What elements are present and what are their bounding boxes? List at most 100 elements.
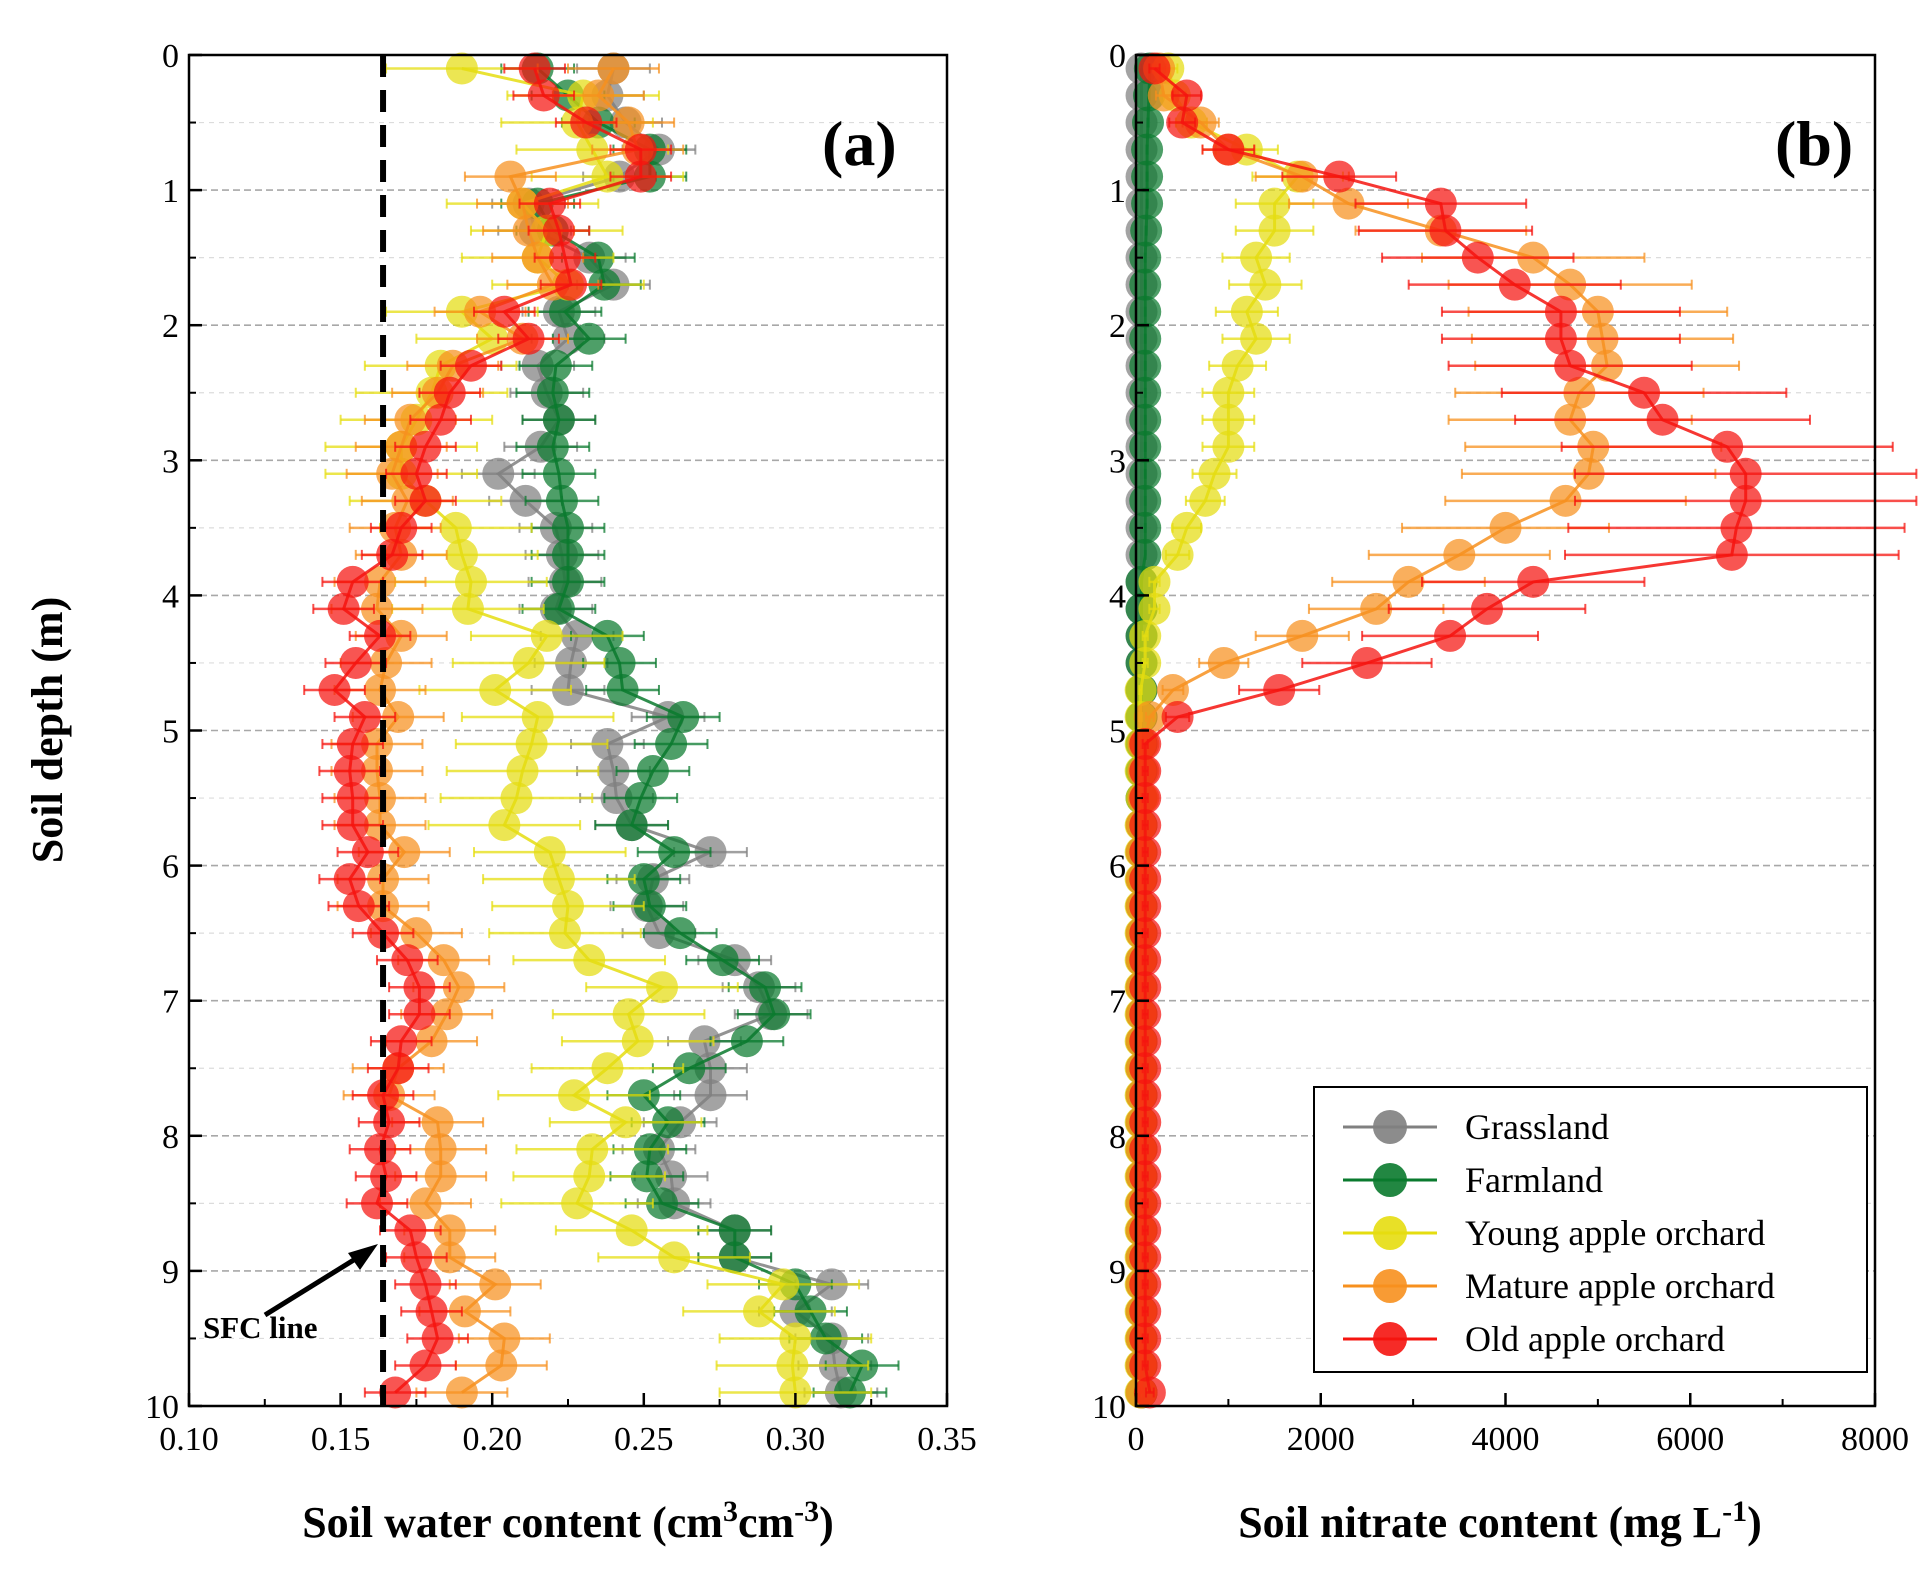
data-point: [673, 1052, 706, 1085]
panel-b-gridlines: [1136, 121, 1875, 1340]
data-point: [539, 349, 572, 382]
panel-a-y-axis: 0 1 2 3 4 5 6 7 8 9 10: [145, 38, 202, 1426]
data-point: [485, 1349, 518, 1382]
data-point: [1240, 322, 1273, 355]
data-point: [482, 457, 515, 490]
data-point: [667, 700, 700, 733]
data-point: [364, 619, 397, 652]
legend: Grassland Farmland Young apple orchard Matu…: [1313, 1086, 1868, 1373]
data-point: [454, 565, 487, 598]
x-tick-label: 2000: [1287, 1421, 1355, 1458]
data-point: [1424, 187, 1457, 220]
data-point: [767, 1268, 800, 1301]
data-point: [1628, 376, 1661, 409]
data-point: [1131, 160, 1164, 193]
data-point: [424, 1133, 457, 1166]
data-point: [542, 403, 575, 436]
y-tick-label: 5: [162, 714, 179, 751]
data-point: [658, 836, 691, 869]
panel-a-x-axis-title: Soil water content (cm3cm-3): [302, 1495, 834, 1547]
data-point: [318, 673, 351, 706]
data-point: [1189, 484, 1222, 517]
data-point: [342, 890, 375, 923]
data-point: [327, 592, 360, 625]
legend-marker: [1373, 1110, 1407, 1144]
data-point: [645, 971, 678, 1004]
data-point: [1729, 457, 1762, 490]
data-point: [645, 1187, 678, 1220]
data-point: [542, 863, 575, 896]
legend-label: Grassland: [1465, 1107, 1609, 1147]
data-point: [1124, 673, 1157, 706]
data-point: [400, 917, 433, 950]
data-point: [1544, 322, 1577, 355]
data-point: [339, 646, 372, 679]
data-point: [706, 944, 739, 977]
data-point: [548, 295, 581, 328]
y-tick-label: 3: [162, 443, 179, 480]
data-point: [364, 1133, 397, 1166]
panel-a-series-layer: [303, 52, 900, 1409]
panel-a-soil-water: SFC line 0.10 0.15 0.20 0.25 0.30 0.35 0 1 2 3 4 5…: [23, 38, 977, 1547]
data-point: [403, 998, 436, 1031]
data-point: [606, 673, 639, 706]
data-point: [1129, 646, 1162, 679]
y-tick-label: 2: [162, 308, 179, 345]
data-point: [633, 890, 666, 923]
x-tick-label: 0.30: [766, 1421, 826, 1458]
y-tick-label: 6: [162, 849, 179, 886]
y-tick-label: 4: [1109, 578, 1126, 615]
data-point: [409, 430, 442, 463]
data-point: [1131, 187, 1164, 220]
data-point: [658, 1241, 691, 1274]
data-point: [1207, 646, 1240, 679]
legend-item: Young apple orchard: [1343, 1213, 1765, 1253]
data-point: [445, 538, 478, 571]
data-point: [743, 1295, 776, 1328]
data-point: [552, 565, 584, 598]
y-tick-label: 8: [162, 1119, 179, 1156]
data-point: [615, 809, 648, 842]
data-point: [552, 890, 584, 923]
data-point: [351, 836, 384, 869]
y-tick-label: 4: [162, 578, 179, 615]
data-point: [612, 106, 645, 139]
data-point: [527, 79, 560, 112]
data-point: [512, 322, 545, 355]
data-point: [542, 592, 575, 625]
data-point: [1392, 565, 1425, 598]
data-point: [1166, 106, 1199, 139]
panel-b-x-axis: 0 2000 4000 6000 8000: [1128, 1393, 1909, 1458]
data-point: [779, 1376, 812, 1409]
legend-marker: [1373, 1269, 1407, 1303]
data-point: [558, 1079, 591, 1112]
data-point: [1715, 538, 1748, 571]
y-tick-label: 10: [145, 1389, 179, 1426]
data-point: [1498, 268, 1531, 301]
legend-marker: [1373, 1216, 1407, 1250]
data-point: [488, 295, 521, 328]
data-point: [388, 836, 421, 869]
legend-item: Grassland: [1343, 1107, 1609, 1147]
data-point: [445, 52, 478, 85]
data-point: [582, 79, 615, 112]
data-point: [1489, 511, 1522, 544]
data-point: [1161, 538, 1194, 571]
data-point: [573, 944, 606, 977]
x-tick-label: 8000: [1841, 1421, 1909, 1458]
data-point: [1517, 565, 1550, 598]
y-tick-label: 5: [1109, 714, 1126, 751]
data-point: [421, 1322, 454, 1355]
data-point: [1554, 349, 1587, 382]
data-point: [1258, 187, 1291, 220]
data-point: [382, 1052, 415, 1085]
legend-item: Old apple orchard: [1343, 1319, 1725, 1359]
data-point: [536, 376, 569, 409]
data-point: [500, 782, 533, 815]
data-point: [1258, 214, 1291, 247]
data-point: [573, 1160, 606, 1193]
data-point: [597, 52, 630, 85]
data-point: [424, 403, 457, 436]
data-point: [570, 106, 603, 139]
data-point: [336, 728, 369, 761]
